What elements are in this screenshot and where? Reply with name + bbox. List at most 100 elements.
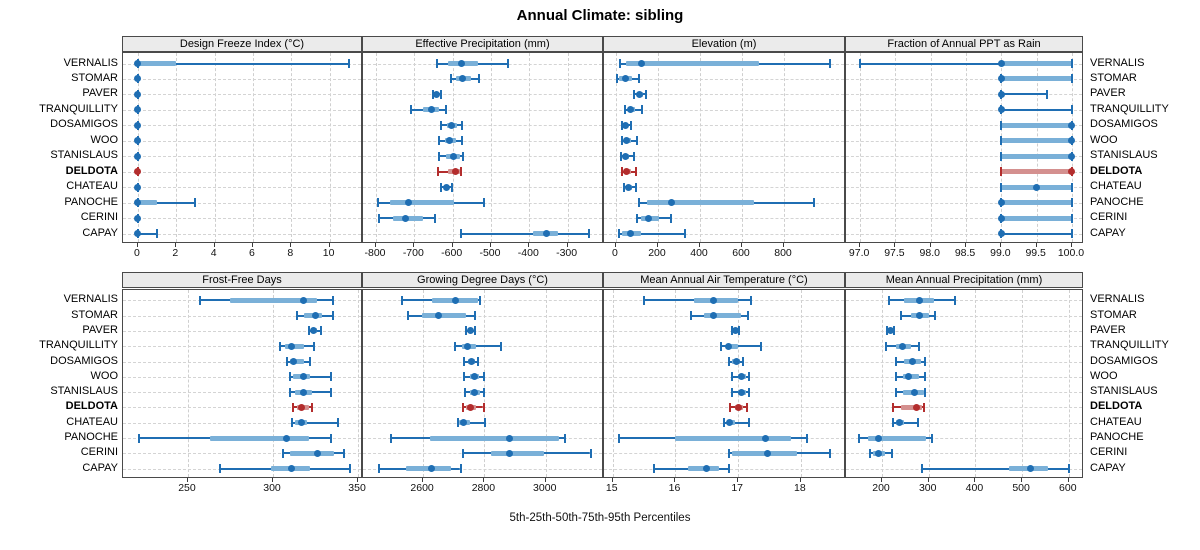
whisker-cap-low: [643, 295, 646, 305]
gridline-horizontal: [846, 407, 1082, 409]
iqr-band: [1001, 169, 1072, 175]
gridline-horizontal: [846, 392, 1082, 394]
whisker-cap-high: [931, 433, 934, 443]
panel: [122, 289, 362, 478]
median-dot: [451, 168, 459, 176]
median-dot: [313, 449, 321, 457]
gridline-horizontal: [363, 468, 602, 470]
median-dot: [636, 90, 644, 98]
percentile-range-line: [455, 345, 502, 348]
whisker-cap-high: [461, 151, 464, 161]
median-dot: [434, 312, 442, 320]
median-dot: [738, 388, 746, 396]
whisker-cap-high: [1070, 198, 1073, 208]
median-dot: [134, 60, 142, 67]
gridline-horizontal: [123, 94, 361, 96]
median-dot: [1068, 168, 1076, 176]
median-dot: [915, 296, 923, 304]
iqr-band: [1001, 76, 1072, 82]
x-axis-tick: [290, 243, 292, 247]
panel: [845, 52, 1083, 243]
whisker-cap-low: [894, 372, 897, 382]
whisker-cap-low: [894, 357, 897, 367]
site-label-right: PANOCHE: [1090, 195, 1144, 208]
gridline-horizontal: [604, 187, 844, 189]
x-axis-tick-label: 2800: [471, 482, 496, 494]
median-dot: [997, 75, 1005, 83]
median-dot: [464, 342, 472, 350]
median-dot: [725, 342, 733, 350]
x-axis-tick-label: 8: [287, 247, 294, 259]
x-axis-tick: [528, 243, 530, 247]
whisker-cap-low: [376, 198, 379, 208]
whisker-cap-high: [329, 433, 332, 443]
site-label-right: TRANQUILLITY: [1090, 339, 1169, 352]
whisker-cap-high: [1070, 229, 1073, 238]
site-label-left: CHATEAU: [66, 180, 118, 193]
x-axis-tick-label: 98.5: [954, 247, 976, 259]
percentile-range-line: [1001, 93, 1048, 96]
percentile-range-line: [892, 421, 918, 424]
median-dot: [997, 60, 1005, 67]
gridline-horizontal: [123, 140, 361, 142]
x-axis-tick: [483, 478, 485, 482]
gridline-horizontal: [604, 78, 844, 80]
site-label-right: CAPAY: [1090, 461, 1126, 474]
whisker-cap-high: [507, 59, 510, 68]
gridline-horizontal: [123, 171, 361, 173]
gridline-vertical: [800, 290, 802, 477]
median-dot: [703, 465, 711, 473]
median-dot: [134, 75, 142, 83]
panel: [603, 52, 845, 243]
x-axis-tick: [272, 478, 274, 482]
x-axis-tick: [357, 478, 359, 482]
gridline-horizontal: [846, 438, 1082, 440]
gridline-vertical: [930, 53, 932, 242]
gridline-vertical: [975, 290, 977, 477]
whisker-cap-high: [923, 357, 926, 367]
median-dot: [459, 419, 467, 427]
gridline-horizontal: [123, 346, 361, 348]
x-axis-tick: [929, 243, 931, 247]
whisker-cap-high: [923, 372, 926, 382]
site-label-right: VERNALIS: [1090, 293, 1145, 306]
panel: [362, 289, 603, 478]
x-axis-tick: [799, 478, 801, 482]
whisker-cap-high: [1070, 182, 1073, 192]
whisker-cap-high: [741, 357, 744, 367]
iqr-band: [647, 200, 754, 206]
site-label-right: PAVER: [1090, 323, 1126, 336]
strip-title: Elevation (m): [603, 36, 845, 52]
whisker-cap-high: [954, 295, 957, 305]
x-axis-tick-label: 350: [348, 482, 366, 494]
whisker-cap-high: [348, 464, 351, 474]
x-axis-tick-label: 500: [1012, 482, 1030, 494]
x-axis-tick: [1070, 243, 1072, 247]
x-axis-tick-label: 600: [1059, 482, 1077, 494]
median-dot: [445, 137, 453, 145]
median-dot: [283, 434, 291, 442]
median-dot: [134, 183, 142, 191]
x-axis-tick-label: 6: [249, 247, 255, 259]
median-dot: [134, 152, 142, 160]
median-dot: [505, 434, 513, 442]
x-axis-tick: [186, 478, 188, 482]
percentile-range-line: [137, 62, 349, 65]
median-dot: [288, 465, 296, 473]
gridline-vertical: [176, 53, 178, 242]
gridline-horizontal: [604, 453, 844, 455]
whisker-cap-low: [1000, 151, 1003, 161]
gridline-horizontal: [846, 218, 1082, 220]
whisker-cap-low: [617, 229, 620, 238]
gridline-vertical: [700, 53, 701, 242]
whisker-cap-high: [588, 229, 591, 238]
gridline-vertical: [490, 53, 492, 242]
x-axis-tick: [741, 243, 743, 247]
median-dot: [626, 230, 634, 237]
whisker-cap-low: [137, 433, 140, 443]
whisker-cap-high: [746, 311, 749, 321]
site-label-right: STANISLAUS: [1090, 149, 1158, 162]
whisker-cap-low: [857, 433, 860, 443]
gridline-horizontal: [123, 330, 361, 332]
panel: [845, 289, 1083, 478]
